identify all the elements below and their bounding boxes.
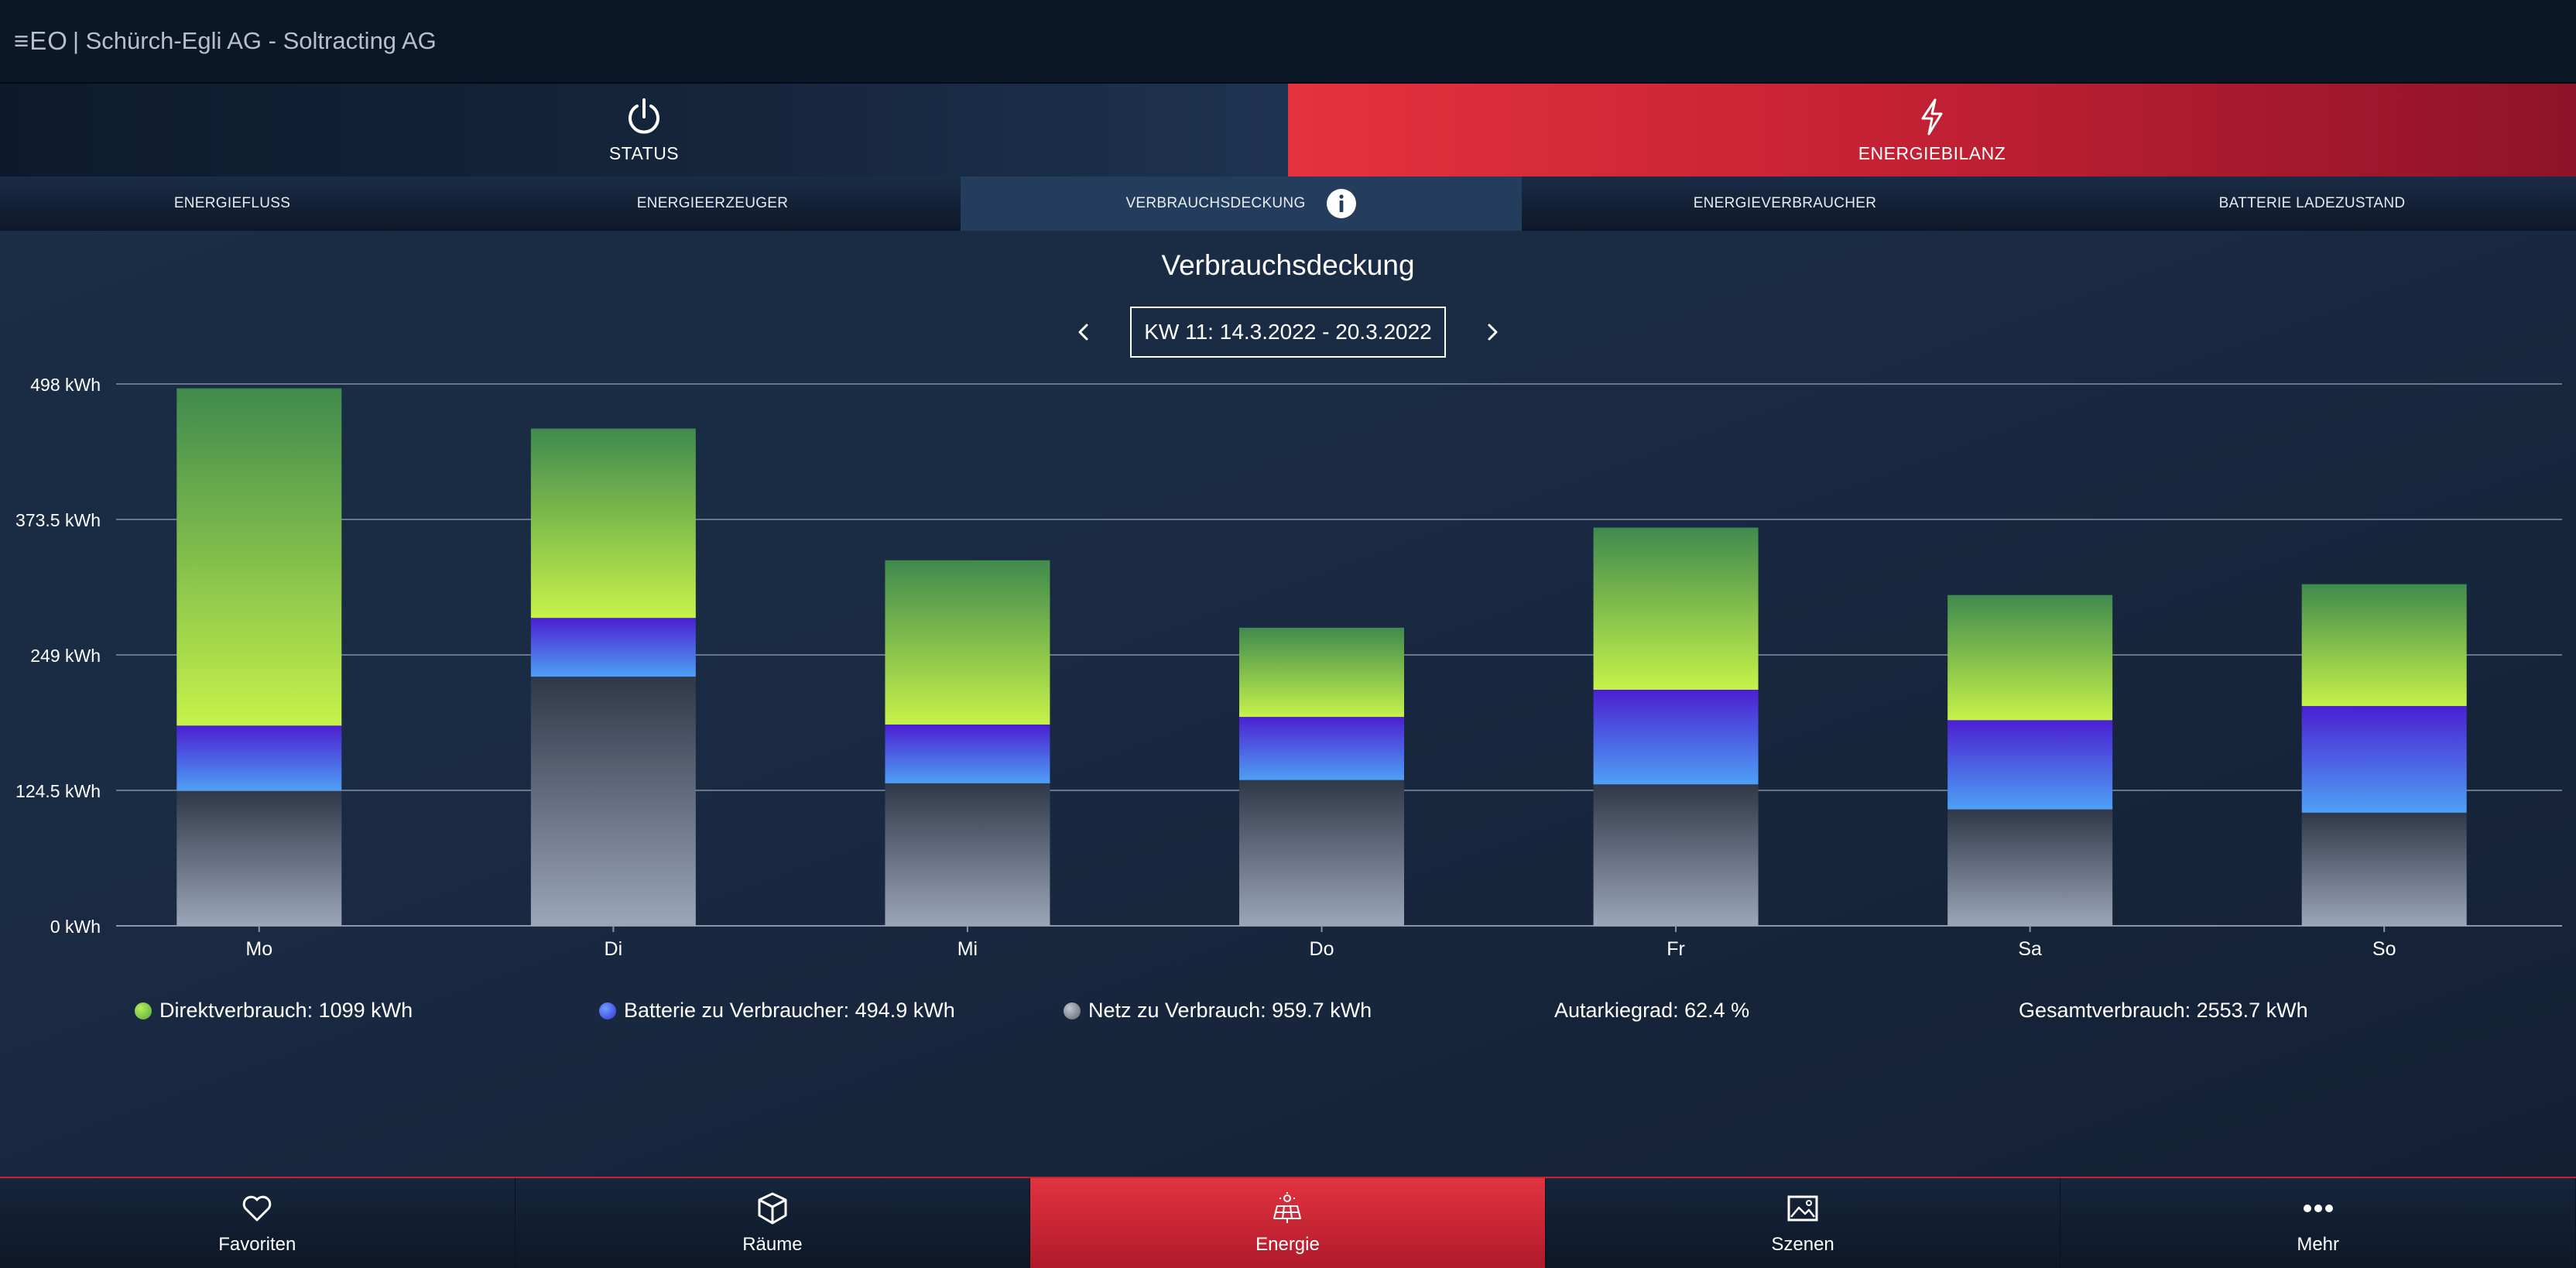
chevron-left-icon [1078, 324, 1088, 341]
nav-szenen[interactable]: Szenen [1546, 1178, 2061, 1268]
green-dot-icon [135, 1002, 152, 1020]
bar-netz-segment[interactable] [885, 783, 1050, 926]
chevron-right-icon [1488, 324, 1498, 341]
bar-direkt-segment[interactable] [1947, 595, 2113, 721]
chart-legend: Direktverbrauch: 1099 kWh Batterie zu Ve… [0, 999, 2576, 1030]
x-tick-label: Do [1310, 938, 1334, 960]
x-tick-label: Fr [1667, 938, 1685, 960]
bar-direkt-segment[interactable] [530, 428, 696, 619]
bar-batterie-segment[interactable] [176, 725, 342, 791]
bar-batterie-segment[interactable] [2301, 706, 2467, 813]
subtab-energieverbraucher[interactable]: ENERGIEVERBRAUCHER [1522, 176, 2048, 231]
legend-autarkiegrad-label: Autarkiegrad: 62.4 % [1554, 999, 1750, 1022]
bar-batterie-segment[interactable] [1239, 717, 1404, 780]
bar-netz-segment[interactable] [530, 677, 696, 926]
bar-netz-segment[interactable] [2301, 812, 2467, 926]
nav-energie[interactable]: Energie [1030, 1178, 1546, 1268]
info-icon[interactable] [1326, 188, 1357, 219]
subtab-energieerzeuger-label: ENERGIEERZEUGER [636, 195, 789, 211]
legend-batterie-label: Batterie zu Verbraucher: 494.9 kWh [624, 999, 955, 1022]
more-icon [2303, 1205, 2333, 1212]
bar-netz-segment[interactable] [1593, 784, 1759, 926]
previous-week-button[interactable] [1068, 317, 1099, 348]
bar-direkt-segment[interactable] [2301, 584, 2467, 707]
legend-autarkiegrad: Autarkiegrad: 62.4 % [1554, 999, 1749, 1023]
y-tick-label: 0 kWh [50, 917, 101, 937]
y-tick-label: 124.5 kWh [15, 781, 101, 801]
subtab-batterie-ladezustand-label: BATTERIE LADEZUSTAND [2218, 195, 2406, 211]
x-tick-label: Mi [957, 938, 978, 960]
bar-netz-segment[interactable] [1947, 809, 2113, 926]
main-tabs: STATUS ENERGIEBILANZ [0, 84, 2576, 176]
chart-title: Verbrauchsdeckung [1161, 249, 1415, 281]
legend-netz-label: Netz zu Verbrauch: 959.7 kWh [1088, 999, 1372, 1022]
x-tick-label: Sa [2018, 938, 2042, 960]
bar-batterie-segment[interactable] [885, 724, 1050, 783]
x-tick-label: Mo [245, 938, 272, 960]
lightning-icon [1921, 98, 1943, 135]
nav-szenen-label: Szenen [1771, 1234, 1834, 1255]
power-icon [629, 98, 659, 134]
subtab-energieverbraucher-label: ENERGIEVERBRAUCHER [1693, 195, 1877, 211]
subtab-energiefluss[interactable]: ENERGIEFLUSS [0, 176, 464, 231]
subtab-energiefluss-label: ENERGIEFLUSS [173, 195, 291, 211]
nav-raeume[interactable]: Räume [516, 1178, 1031, 1268]
legend-gesamtverbrauch-label: Gesamtverbrauch: 2553.7 kWh [2019, 999, 2308, 1022]
bar-direkt-segment[interactable] [885, 560, 1050, 725]
bar-batterie-segment[interactable] [530, 618, 696, 677]
nav-favoriten-label: Favoriten [218, 1234, 296, 1255]
x-tick-label: So [2372, 938, 2396, 960]
y-tick-label: 249 kWh [30, 646, 101, 666]
nav-mehr-label: Mehr [2297, 1234, 2340, 1255]
sub-tabs: ENERGIEFLUSS ENERGIEERZEUGER VERBRAUCHSD… [0, 176, 2576, 231]
week-selector[interactable]: KW 11: 14.3.2022 - 20.3.2022 [1130, 307, 1446, 358]
gray-dot-icon [1064, 1002, 1081, 1020]
tab-energiebilanz[interactable]: ENERGIEBILANZ [1288, 84, 2576, 176]
bar-netz-segment[interactable] [1239, 780, 1404, 926]
blue-dot-icon [599, 1002, 616, 1020]
y-tick-label: 373.5 kWh [15, 510, 101, 530]
image-icon [1787, 1195, 1818, 1222]
tab-status-label: STATUS [608, 142, 680, 163]
app-header: ≡EO | Schürch-Egli AG - Soltracting AG [0, 0, 2576, 84]
bar-netz-segment[interactable] [176, 790, 342, 926]
logo: ≡EO [14, 26, 68, 55]
week-navigation: KW 11: 14.3.2022 - 20.3.2022 [0, 307, 2576, 358]
bar-batterie-segment[interactable] [1593, 689, 1759, 785]
bar-direkt-segment[interactable] [1593, 527, 1759, 690]
bar-batterie-segment[interactable] [1947, 720, 2113, 810]
subtab-verbrauchsdeckung[interactable]: VERBRAUCHSDECKUNG [961, 176, 1522, 231]
legend-netz: Netz zu Verbrauch: 959.7 kWh [1064, 999, 1372, 1023]
consumption-chart: 0 kWh 124.5 kWh 249 kWh 373.5 kWh 498 kWh Mo D… [15, 375, 2562, 960]
tab-energiebilanz-label: ENERGIEBILANZ [1858, 142, 2006, 163]
legend-direktverbrauch: Direktverbrauch: 1099 kWh [135, 999, 413, 1023]
subtab-energieerzeuger[interactable]: ENERGIEERZEUGER [464, 176, 961, 231]
legend-gesamtverbrauch: Gesamtverbrauch: 2553.7 kWh [2019, 999, 2308, 1023]
nav-mehr[interactable]: Mehr [2060, 1178, 2576, 1268]
next-week-button[interactable] [1477, 317, 1508, 348]
nav-favoriten[interactable]: Favoriten [0, 1178, 516, 1268]
bar-direkt-segment[interactable] [1239, 627, 1404, 718]
legend-direktverbrauch-label: Direktverbrauch: 1099 kWh [159, 999, 413, 1022]
cube-icon [758, 1192, 787, 1225]
nav-energie-label: Energie [1255, 1234, 1320, 1255]
bottom-navigation: Favoriten Räume Energie Szenen [0, 1177, 2576, 1268]
x-tick-label: Di [605, 938, 623, 960]
subtab-verbrauchsdeckung-label: VERBRAUCHSDECKUNG [1125, 195, 1306, 211]
heart-icon [243, 1195, 272, 1222]
legend-batterie: Batterie zu Verbraucher: 494.9 kWh [599, 999, 955, 1023]
subtab-batterie-ladezustand[interactable]: BATTERIE LADEZUSTAND [2048, 176, 2576, 231]
nav-raeume-label: Räume [742, 1234, 803, 1255]
tab-status[interactable]: STATUS [0, 84, 1288, 176]
bar-direkt-segment[interactable] [176, 388, 342, 726]
app-title: | Schürch-Egli AG - Soltracting AG [72, 27, 437, 54]
y-tick-label: 498 kWh [30, 375, 101, 395]
solar-panel-icon [1273, 1192, 1302, 1223]
